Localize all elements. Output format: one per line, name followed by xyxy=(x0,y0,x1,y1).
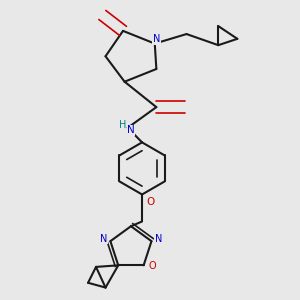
Text: N: N xyxy=(127,125,135,135)
Text: N: N xyxy=(153,34,160,44)
Text: O: O xyxy=(147,197,155,207)
Text: N: N xyxy=(155,234,162,244)
Text: H: H xyxy=(119,120,127,130)
Text: O: O xyxy=(149,261,156,271)
Text: N: N xyxy=(100,234,107,244)
